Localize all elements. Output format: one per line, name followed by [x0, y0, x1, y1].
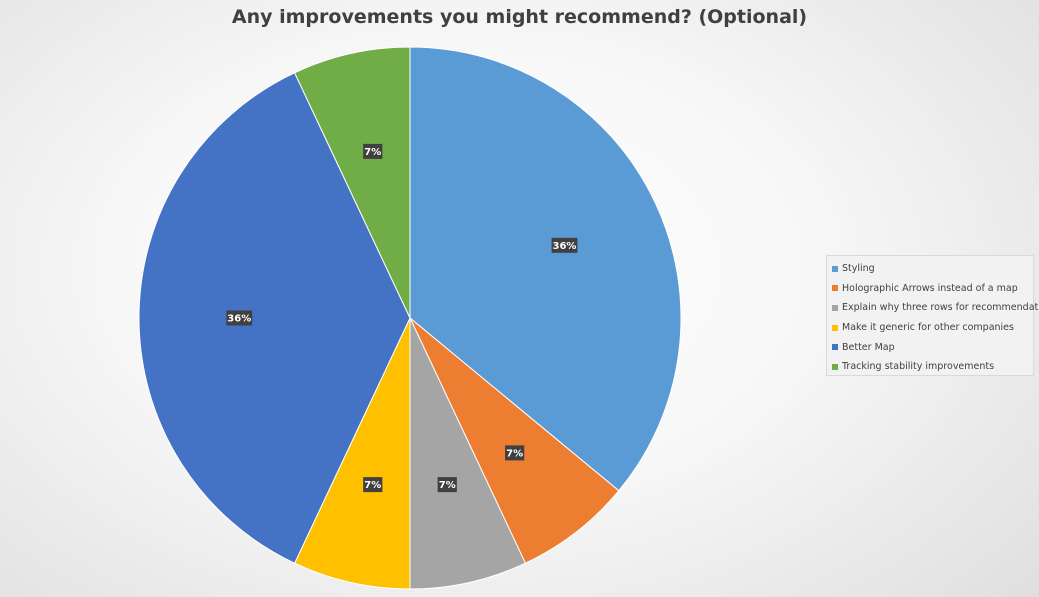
pie-slice-1: [409, 46, 682, 492]
data-label-3: 7%: [439, 480, 456, 491]
data-label-box-1: [551, 237, 578, 253]
legend-swatch: [832, 363, 838, 370]
legend-swatch: [832, 285, 838, 292]
legend-item: Make it generic for other companies: [832, 318, 1033, 338]
pie-slice-2: [409, 317, 620, 564]
data-label-5: 36%: [227, 314, 251, 325]
legend-label: Explain why three rows for recommendatio…: [842, 302, 1039, 314]
legend-swatch: [832, 265, 838, 272]
data-label-box-2: [505, 445, 525, 461]
legend-item: Holographic Arrows instead of a map: [832, 279, 1033, 299]
data-label-4: 7%: [364, 480, 381, 491]
legend-swatch: [832, 324, 838, 331]
legend-swatch: [832, 304, 838, 311]
legend-swatch: [832, 344, 838, 351]
legend-label: Tracking stability improvements: [842, 361, 995, 373]
data-label-box-6: [363, 143, 383, 159]
pie-slice-6: [293, 46, 411, 319]
chart-title: Any improvements you might recommend? (O…: [231, 6, 808, 28]
legend-item: Explain why three rows for recommendatio…: [832, 298, 1039, 318]
chart-legend: Styling Holographic Arrows instead of a m…: [826, 255, 1039, 377]
legend-label: Styling: [842, 263, 875, 275]
legend-label: Better Map: [842, 341, 895, 353]
legend-item: Styling: [832, 259, 1033, 279]
data-label-box-4: [363, 477, 383, 493]
legend-label: Make it generic for other companies: [842, 322, 1014, 334]
legend-item: Tracking stability improvements: [832, 357, 1033, 377]
pie-slice-5: [138, 72, 411, 564]
data-label-6: 7%: [364, 147, 381, 158]
legend-item: Better Map: [832, 337, 1033, 357]
pie-slice-3: [409, 317, 527, 590]
data-label-box-3: [437, 477, 457, 493]
data-label-box-5: [226, 310, 253, 326]
data-label-2: 7%: [506, 448, 523, 459]
legend-label: Holographic Arrows instead of a map: [842, 282, 1018, 294]
pie-slice-4: [293, 317, 411, 590]
data-label-1: 36%: [553, 241, 577, 252]
